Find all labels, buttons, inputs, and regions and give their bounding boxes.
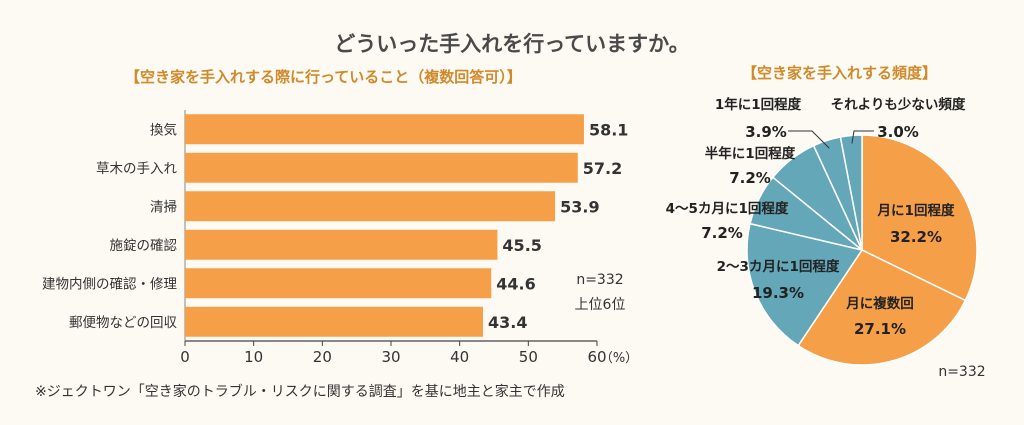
pie-slice-value: 32.2% (890, 228, 942, 246)
category-label: 草木の手入れ (96, 161, 177, 177)
bar-value-label: 53.9 (560, 197, 599, 216)
category-label: 建物内側の確認・修理 (42, 276, 177, 292)
x-tick-label: 20 (313, 348, 332, 366)
pie-slice (861, 134, 978, 302)
bar-value-label: 44.6 (496, 274, 535, 293)
bar (185, 306, 484, 337)
bar (185, 114, 584, 145)
pie-slice (797, 249, 967, 366)
x-tick-label: 0 (180, 348, 190, 366)
bar (185, 191, 556, 222)
pie-slice-value: 7.2% (701, 224, 743, 242)
pie-slice-value: 3.0% (877, 123, 919, 141)
bar-value-label: 58.1 (589, 120, 628, 139)
bar (185, 229, 498, 260)
bar-chart-title: 【空き家を手入れする際に行っていること（複数回答可）】 (125, 68, 522, 86)
bar (185, 268, 492, 299)
pie-slice-value: 27.1% (854, 320, 906, 338)
bar-value-label: 45.5 (502, 236, 541, 255)
pie-annotation-n: n=332 (938, 364, 985, 380)
pie-slice (746, 222, 864, 347)
leader-line (851, 130, 874, 144)
bar-value-label: 43.4 (488, 313, 527, 332)
pie-slice-label: 半年に1回程度 (705, 145, 796, 162)
page-title: どういった手入れを行っていますか。 (334, 32, 690, 56)
x-axis-unit: （%） (600, 351, 638, 366)
x-tick-label: 10 (244, 348, 263, 366)
pie-slice-value: 3.9% (745, 123, 787, 141)
x-tick-label: 30 (381, 348, 400, 366)
x-tick-label: 50 (519, 348, 538, 366)
bar-annotation-rank: 上位6位 (575, 297, 626, 313)
pie-slice (839, 134, 863, 251)
pie-slice-label: 1年に1回程度 (715, 96, 802, 113)
pie-chart-title: 【空き家を手入れする頻度】 (742, 64, 938, 82)
x-tick-label: 60 (587, 348, 606, 366)
category-label: 換気 (150, 122, 177, 138)
pie-slice-label: 2〜3カ月に1回程度 (717, 258, 840, 275)
pie-slice-value: 19.3% (752, 284, 804, 302)
bar-value-label: 57.2 (583, 159, 622, 178)
bar (185, 152, 578, 183)
footnote: ※ジェクトワン「空き家のトラブル・リスクに関する調査」を基に地主と家主で作成 (35, 384, 565, 400)
pie-slice-label: 4〜5カ月に1回程度 (666, 200, 789, 217)
category-label: 清掃 (150, 198, 177, 215)
pie-slice-value: 7.2% (729, 169, 771, 187)
category-label: 施錠の確認 (110, 238, 178, 254)
x-tick-label: 40 (450, 348, 469, 366)
leader-line (788, 130, 830, 149)
pie-slice-label: 月に複数回 (845, 295, 914, 312)
category-label: 郵便物などの回収 (69, 315, 177, 331)
pie-slice-label: 月に1回程度 (877, 202, 955, 219)
bar-annotation-n: n=332 (576, 272, 623, 288)
pie-slice-label: それよりも少ない頻度 (831, 96, 966, 113)
